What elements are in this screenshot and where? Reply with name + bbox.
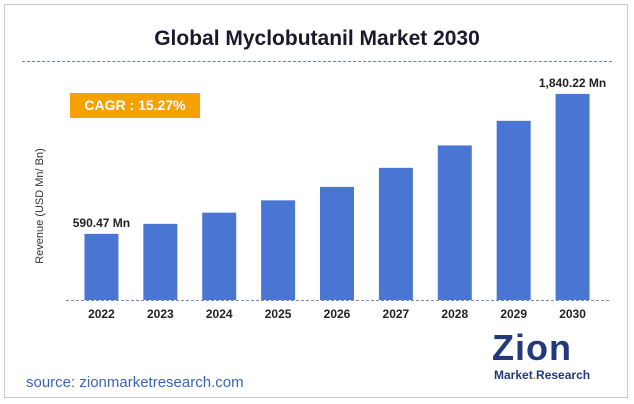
- tick-labels-group: 2022 2023 2024 2025 2026 2027 2028 2029 2030: [88, 307, 586, 321]
- x-tick-label: 2023: [147, 307, 174, 321]
- x-tick-label: 2029: [500, 307, 527, 321]
- data-labels-group: 590.47 Mn 1,840.22 Mn: [73, 76, 606, 230]
- x-tick-label: 2022: [88, 307, 115, 321]
- data-label: 1,840.22 Mn: [539, 76, 606, 90]
- x-tick-label: 2024: [206, 307, 233, 321]
- bar-2030: [555, 93, 590, 301]
- bar-2023: [143, 223, 178, 300]
- x-tick-label: 2028: [441, 307, 468, 321]
- x-tick-label: 2027: [383, 307, 410, 321]
- x-tick-label: 2030: [559, 307, 586, 321]
- bar-2025: [261, 200, 296, 300]
- cagr-badge: CAGR : 15.27%: [70, 93, 200, 118]
- x-tick-label: 2025: [265, 307, 292, 321]
- logo-wordmark: Zion: [492, 327, 572, 368]
- source-text: source: zionmarketresearch.com: [26, 374, 244, 391]
- x-tick-label: 2026: [324, 307, 351, 321]
- bars-group: [84, 93, 590, 301]
- bar-2022: [84, 233, 119, 300]
- bar-2026: [320, 186, 354, 300]
- logo-subtitle: Market.Research: [494, 368, 591, 382]
- title-separator: [22, 61, 612, 62]
- bar-2029: [496, 120, 531, 300]
- bar-2028: [437, 145, 472, 300]
- data-label: 590.47 Mn: [73, 216, 130, 230]
- chart-title: Global Myclobutanil Market 2030: [154, 27, 480, 50]
- bar-2024: [202, 212, 237, 300]
- zion-logo: Zion Market.Research: [484, 330, 614, 386]
- bar-2027: [378, 167, 413, 300]
